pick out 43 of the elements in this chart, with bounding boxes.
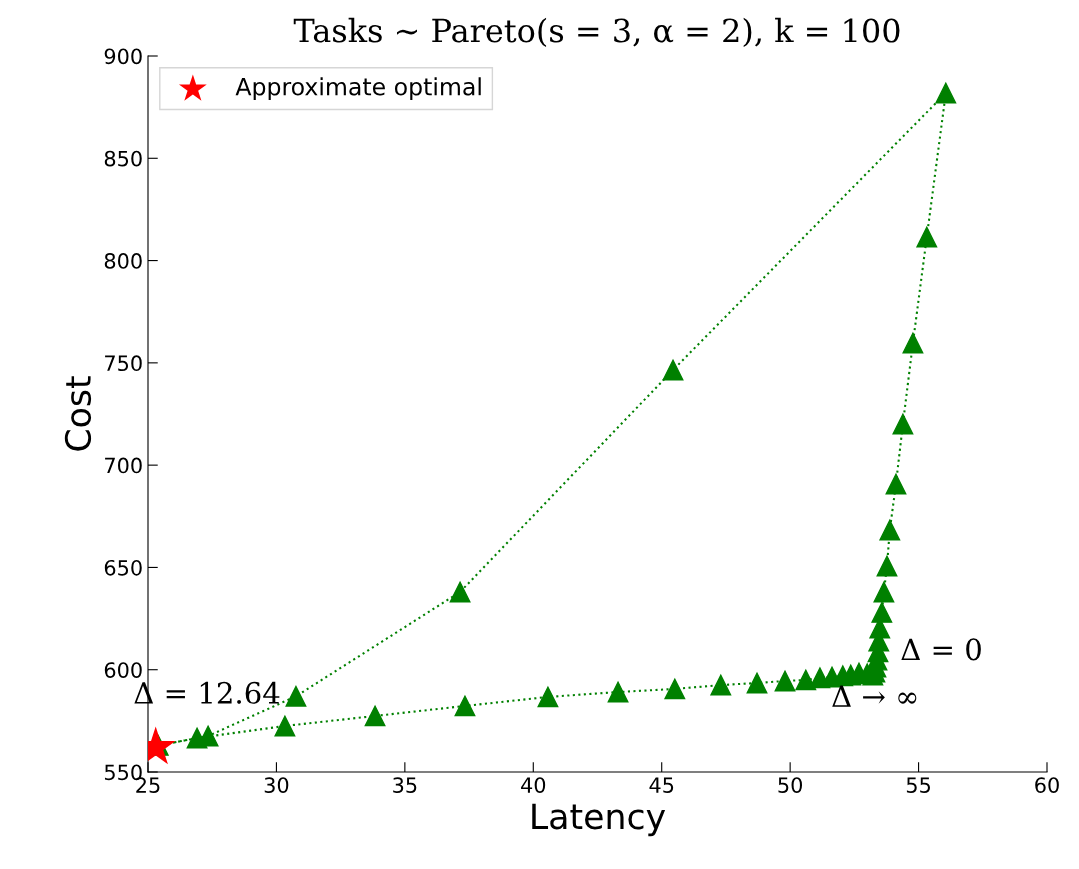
y-tick-label: 600 — [104, 662, 142, 678]
annotation: Δ → ∞ — [832, 685, 917, 707]
x-tick-label: 50 — [778, 777, 803, 793]
point — [662, 359, 684, 381]
y-tick-label: 750 — [105, 355, 142, 372]
x-tick-label: 40 — [521, 777, 546, 793]
point — [876, 555, 898, 577]
y-tick-label: 900 — [104, 48, 142, 65]
point — [285, 685, 307, 707]
point — [879, 519, 901, 541]
x-axis-title: Latency — [532, 803, 666, 837]
point — [607, 681, 629, 703]
point — [274, 715, 296, 737]
point — [449, 581, 471, 603]
y-tick-label: 800 — [104, 253, 142, 269]
chart-title: Tasks ∼ Pareto(s = 3, α = 2), k = 100 — [293, 17, 900, 48]
legend-label: Approximate optimal — [235, 77, 481, 101]
x-tick-label: 45 — [649, 777, 674, 793]
point — [746, 672, 768, 694]
point — [885, 473, 907, 495]
point — [935, 82, 957, 104]
point — [774, 670, 796, 692]
x-tick-label: 55 — [906, 777, 931, 793]
annotation: Δ = 0 — [901, 638, 981, 661]
x-tick-label: 35 — [393, 777, 417, 793]
y-axis-title: Cost — [64, 376, 92, 451]
point — [795, 669, 817, 691]
point — [892, 413, 914, 435]
point — [710, 674, 732, 696]
x-tick-label: 30 — [264, 777, 289, 793]
point — [871, 602, 893, 623]
y-tick-label: 650 — [104, 559, 142, 576]
y-tick-label: 850 — [104, 150, 142, 167]
y-tick-label: 700 — [105, 457, 142, 474]
point — [454, 695, 476, 717]
point — [364, 705, 386, 727]
point — [537, 686, 559, 708]
point — [664, 678, 686, 700]
point — [902, 332, 924, 354]
point — [186, 727, 208, 749]
x-tick-label: 60 — [1035, 777, 1059, 793]
point — [873, 581, 895, 603]
point — [916, 226, 938, 248]
